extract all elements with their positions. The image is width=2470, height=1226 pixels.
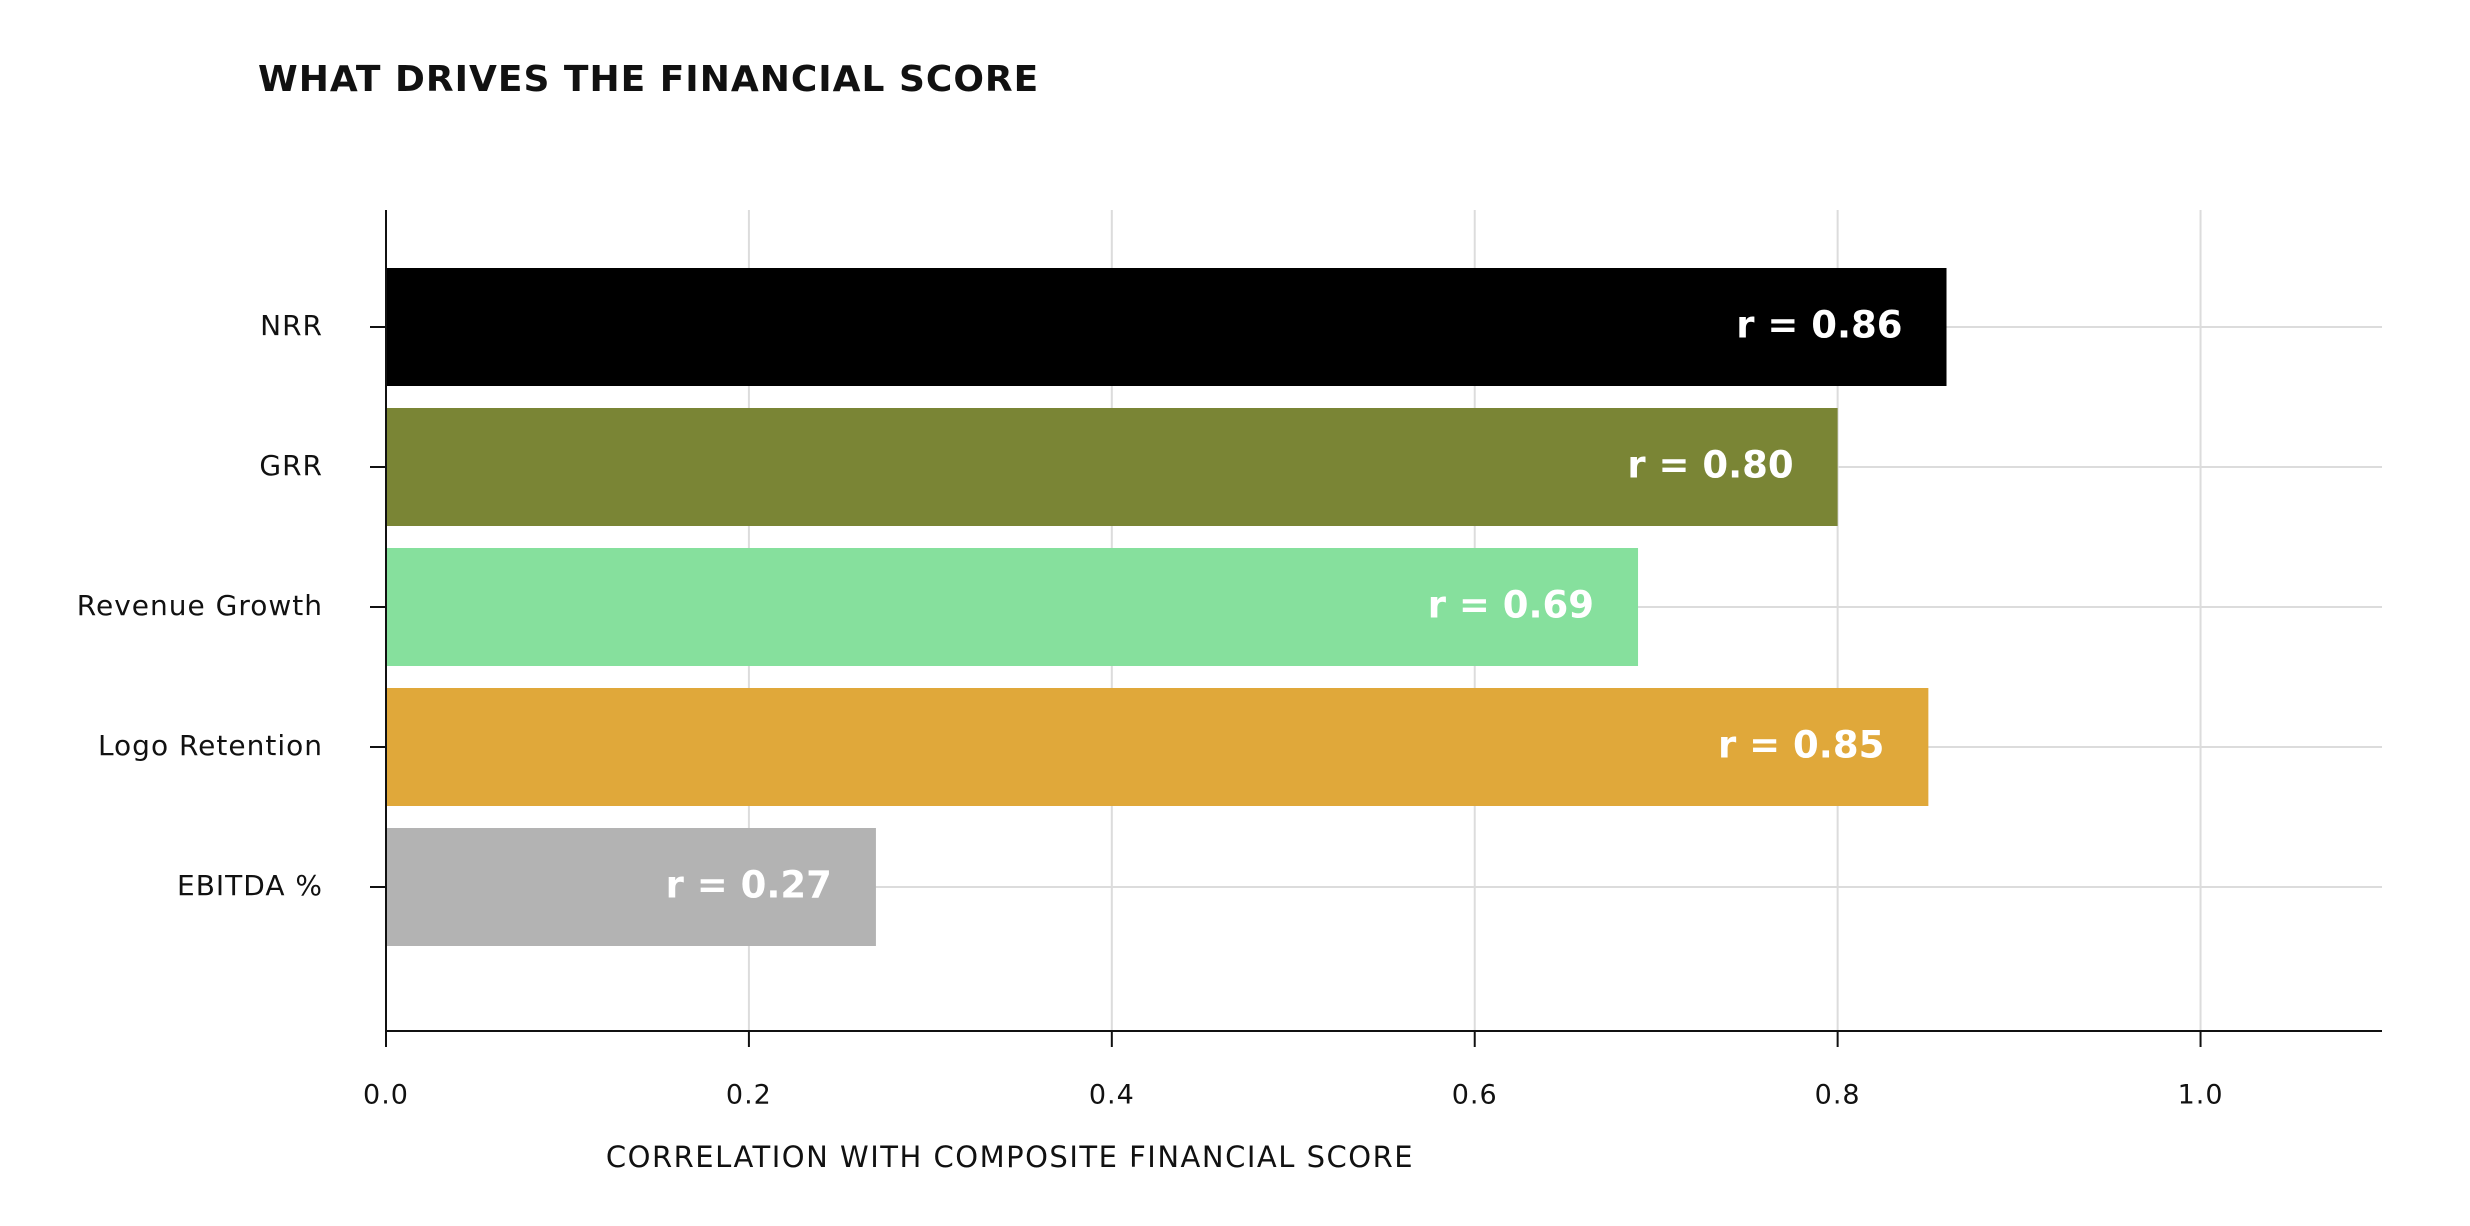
y-tick-label: Revenue Growth (77, 589, 323, 622)
value-label: r = 0.80 (1627, 444, 1793, 487)
bar (386, 268, 1947, 386)
bar (386, 828, 876, 946)
y-tick-label: EBITDA % (177, 869, 323, 902)
x-tick-label: 1.0 (2178, 1080, 2224, 1111)
x-tick-label: 0.8 (1815, 1080, 1861, 1111)
value-label: r = 0.85 (1718, 724, 1884, 767)
x-tick-label: 0.6 (1452, 1080, 1498, 1111)
y-tick-label: NRR (260, 309, 323, 342)
x-tick-label: 0.4 (1089, 1080, 1135, 1111)
x-tick-label: 0.2 (726, 1080, 772, 1111)
y-tick-label: GRR (259, 449, 323, 482)
x-axis-label: CORRELATION WITH COMPOSITE FINANCIAL SCO… (606, 1140, 1414, 1174)
chart-title: WHAT DRIVES THE FINANCIAL SCORE (258, 59, 1039, 100)
bar (386, 688, 1929, 806)
bar (386, 548, 1639, 666)
value-label: r = 0.69 (1428, 584, 1594, 627)
bar (386, 408, 1838, 526)
value-label: r = 0.27 (666, 864, 832, 907)
value-label: r = 0.86 (1736, 304, 1902, 347)
x-tick-label: 0.0 (363, 1080, 409, 1111)
y-tick-label: Logo Retention (98, 729, 323, 762)
